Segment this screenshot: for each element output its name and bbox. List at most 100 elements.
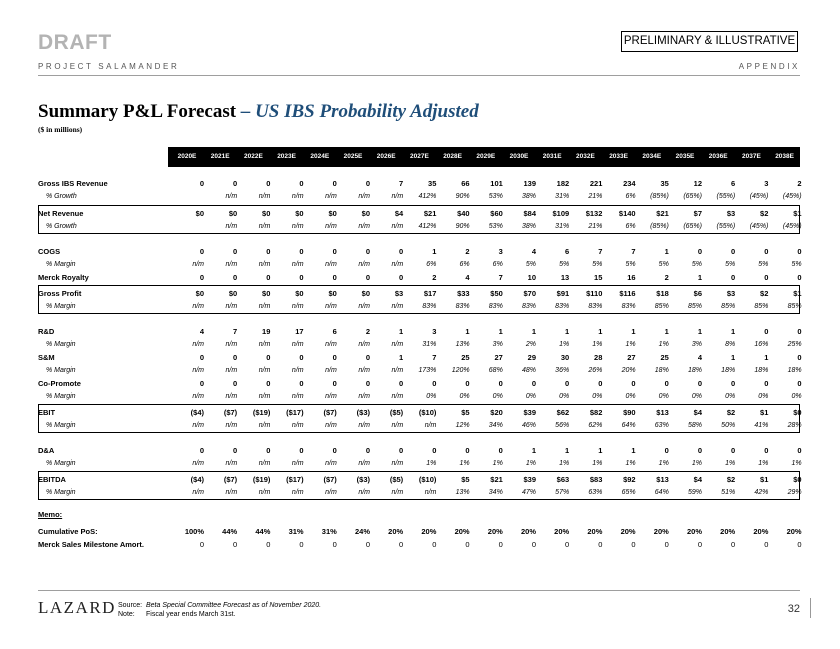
year-header-2033e: 2033E: [609, 153, 628, 160]
table-cell: 0: [498, 540, 503, 549]
table-cell: 0: [399, 273, 404, 282]
row-label: % Margin: [46, 393, 76, 400]
table-cell: 90%: [455, 223, 470, 230]
table-cell: 0%: [459, 393, 470, 400]
table-cell: 0: [266, 379, 271, 388]
table-cell: $0: [328, 289, 337, 298]
table-cell: n/m: [258, 223, 271, 230]
row-label: % Margin: [46, 489, 76, 496]
table-cell: 20%: [587, 527, 603, 536]
table-cell: 0: [365, 540, 370, 549]
table-row: % Margin n/m n/m n/m n/m n/m n/m n/m n/m 13% 34% 47…: [38, 486, 802, 499]
table-cell: (55%): [716, 223, 736, 230]
table-cell: $4: [693, 475, 702, 484]
source-note: Source: Beta Special Committee Forecast a…: [118, 601, 321, 619]
table-cell: 20%: [421, 527, 437, 536]
table-cell: 27: [494, 353, 503, 362]
year-header-2031e: 2031E: [542, 153, 562, 160]
table-cell: 0: [731, 379, 736, 388]
table-cell: 26%: [588, 367, 603, 374]
table-cell: 0%: [625, 393, 636, 400]
table-cell: 64%: [654, 489, 669, 496]
table-cell: 42%: [754, 489, 769, 496]
table-cell: 0: [199, 446, 204, 455]
table-cell: $4: [394, 209, 404, 218]
table-cell: 57%: [555, 489, 570, 496]
table-cell: 53%: [488, 193, 503, 200]
table-cell: n/m: [391, 393, 404, 400]
table-cell: n/m: [225, 193, 238, 200]
page-number-divider: [810, 598, 811, 618]
table-cell: 0: [565, 379, 570, 388]
table-cell: $132: [585, 209, 603, 218]
table-cell: 0: [797, 446, 802, 455]
row-label: Gross Profit: [38, 289, 82, 298]
row-label: COGS: [38, 247, 61, 256]
table-cell: 18%: [687, 367, 702, 374]
table-cell: 6%: [625, 223, 636, 230]
table-cell: 28: [594, 353, 603, 362]
table-cell: n/m: [258, 261, 271, 268]
table-cell: 21%: [588, 223, 603, 230]
row-label: EBIT: [38, 408, 56, 417]
table-cell: 234: [623, 179, 636, 188]
table-cell: $13: [656, 408, 669, 417]
table-cell: 0: [365, 247, 370, 256]
table-cell: $90: [623, 408, 636, 417]
subtotal-box: [38, 285, 800, 314]
table-cell: n/m: [325, 460, 337, 467]
table-cell: $20: [490, 408, 503, 417]
table-cell: n/m: [391, 261, 404, 268]
table-cell: 120%: [451, 367, 470, 374]
table-cell: n/m: [192, 422, 204, 429]
table-cell: 83%: [621, 303, 636, 310]
table-cell: n/m: [325, 261, 337, 268]
table-cell: 0: [565, 540, 570, 549]
table-cell: n/m: [358, 422, 370, 429]
table-cell: 85%: [687, 303, 702, 310]
table-cell: 0%: [592, 393, 603, 400]
table-cell: 0: [764, 273, 769, 282]
table-cell: 0: [199, 179, 204, 188]
table-cell: 101: [490, 179, 503, 188]
table-cell: n/m: [192, 460, 204, 467]
table-cell: n/m: [225, 341, 238, 348]
row-label: % Margin: [46, 341, 76, 348]
table-cell: 0: [233, 446, 238, 455]
table-cell: n/m: [258, 489, 271, 496]
table-cell: $92: [623, 475, 636, 484]
table-cell: ($19): [252, 475, 271, 484]
table-cell: n/m: [358, 303, 370, 310]
table-cell: 0: [797, 379, 802, 388]
table-cell: ($19): [252, 408, 271, 417]
table-cell: 0: [598, 540, 603, 549]
table-cell: 65%: [621, 489, 636, 496]
table-cell: n/m: [192, 261, 204, 268]
table-cell: 1: [697, 327, 702, 336]
table-row: % Margin n/m n/m n/m n/m n/m n/m n/m n/m 12% 34% 46…: [38, 419, 802, 432]
row-label: % Margin: [46, 261, 76, 268]
table-cell: 182: [556, 179, 570, 188]
table-cell: 1%: [492, 460, 503, 467]
year-header-2024e: 2024E: [310, 153, 330, 160]
table-cell: (85%): [650, 223, 669, 230]
table-row: COGS 0 0 0 0 0 0 0 1 2 3 4 6 7 7 1 0 0 0 0: [38, 245, 802, 258]
table-cell: $7: [693, 209, 702, 218]
table-cell: (55%): [716, 193, 736, 200]
table-cell: 0: [465, 446, 470, 455]
table-cell: 46%: [521, 422, 536, 429]
page-number: 32: [787, 603, 800, 615]
table-cell: 4: [465, 273, 470, 282]
table-cell: 0: [697, 540, 702, 549]
preliminary-badge: PRELIMINARY & ILLUSTRATIVE: [621, 31, 798, 52]
table-cell: n/m: [291, 193, 304, 200]
table-cell: 25: [660, 353, 669, 362]
table-cell: ($7): [323, 408, 337, 417]
table-cell: n/m: [225, 303, 238, 310]
table-cell: 12: [693, 179, 702, 188]
table-cell: 1: [465, 327, 470, 336]
row-label: R&D: [38, 327, 55, 336]
table-cell: 0: [731, 446, 736, 455]
year-header-2037e: 2037E: [741, 153, 761, 160]
subtotal-box: [38, 205, 800, 234]
